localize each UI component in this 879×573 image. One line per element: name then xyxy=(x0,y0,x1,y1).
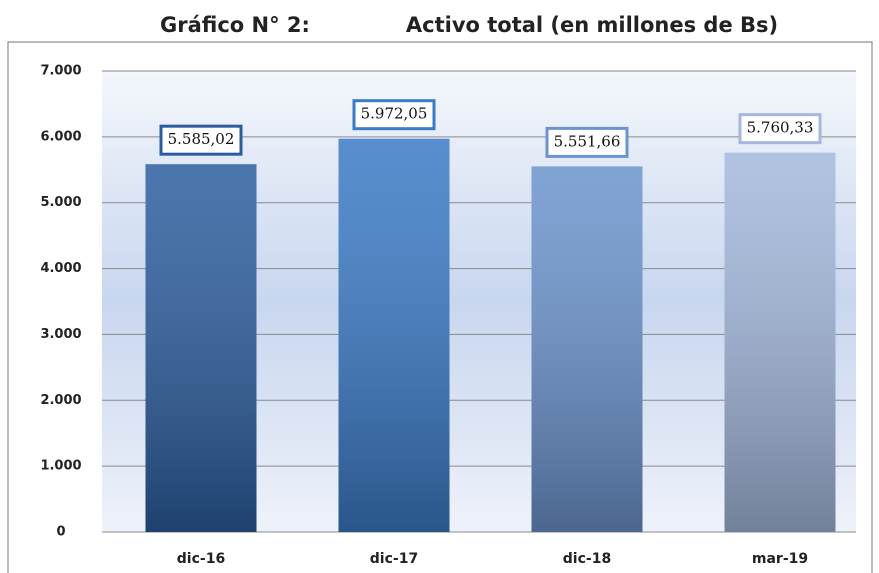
chart-frame xyxy=(7,41,873,573)
figure-label: Gráfico N° 2: xyxy=(160,13,310,37)
value-label: 5.760,33 xyxy=(747,119,814,137)
x-tick-label: dic-18 xyxy=(563,551,611,567)
y-tick-label: 2.000 xyxy=(40,393,81,408)
y-tick-label: 4.000 xyxy=(40,261,81,276)
y-tick-label: 6.000 xyxy=(40,129,81,144)
y-tick-label: 1.000 xyxy=(40,459,81,474)
value-label-box xyxy=(738,113,822,145)
value-label: 5.585,02 xyxy=(168,130,235,148)
x-tick-label: dic-16 xyxy=(177,551,225,567)
chart-title: Activo total (en millones de Bs) xyxy=(406,13,778,37)
x-tick-label: dic-17 xyxy=(370,551,418,567)
value-label-box xyxy=(352,99,436,131)
value-label-box xyxy=(159,124,243,156)
y-tick-label: 3.000 xyxy=(40,327,81,342)
y-tick-label: 7.000 xyxy=(40,64,81,79)
value-label: 5.972,05 xyxy=(361,105,428,123)
bar-shade xyxy=(145,164,257,533)
bar-shade xyxy=(724,152,836,533)
bar-shade xyxy=(338,138,450,532)
value-label-box xyxy=(545,126,629,158)
value-label: 5.551,66 xyxy=(554,132,621,150)
y-tick-label: 5.000 xyxy=(40,195,81,210)
y-tick-label: 0 xyxy=(56,525,65,540)
x-tick-label: mar-19 xyxy=(752,551,808,567)
bar-shade xyxy=(531,166,643,532)
